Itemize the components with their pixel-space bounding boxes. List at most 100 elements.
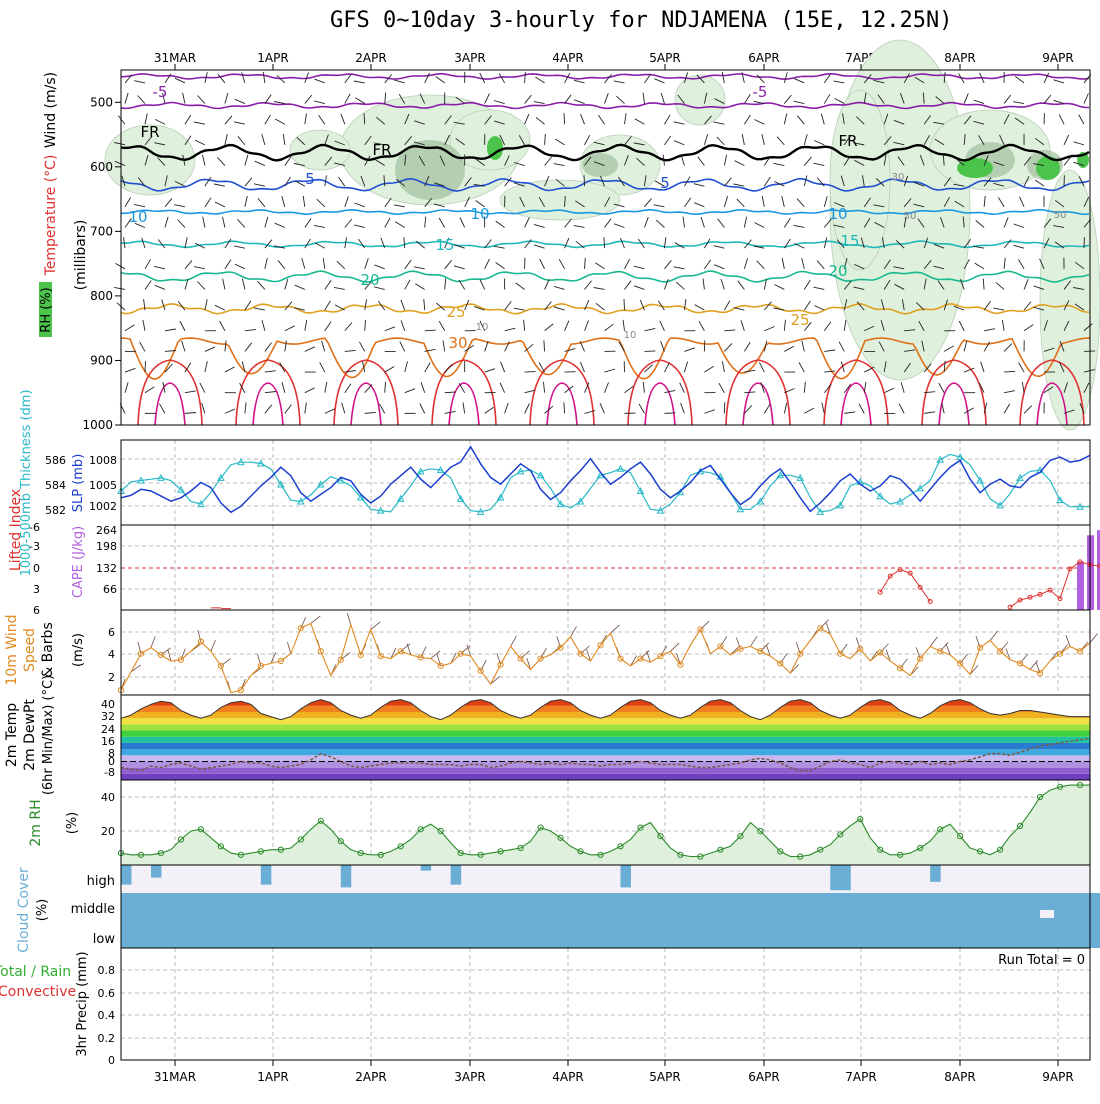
date-label-bottom: 5APR bbox=[649, 1070, 680, 1084]
cloud-cell bbox=[820, 921, 830, 948]
cloud-cell bbox=[780, 893, 790, 921]
wind-barb bbox=[534, 224, 545, 227]
wind-barb bbox=[254, 308, 265, 310]
wind-barb bbox=[984, 196, 985, 207]
wind-barb bbox=[540, 259, 545, 269]
wind-barb bbox=[314, 225, 325, 227]
wind-barb bbox=[676, 282, 684, 289]
ylabel-total-rain: Total / Rain bbox=[0, 964, 71, 980]
wind-barb bbox=[797, 116, 804, 125]
ylabel-rh: RH (%) bbox=[39, 287, 54, 332]
cloud-cell bbox=[601, 921, 611, 948]
wind-barb bbox=[614, 81, 625, 83]
wind-barb bbox=[454, 266, 465, 269]
wind-barb bbox=[1004, 258, 1005, 269]
cloud-cell bbox=[121, 893, 131, 921]
cloud-cell bbox=[461, 893, 471, 921]
cloud-cell bbox=[950, 921, 960, 948]
temp-bands bbox=[121, 693, 1090, 780]
cloud-cell bbox=[890, 893, 900, 921]
cloud-cell bbox=[141, 893, 151, 921]
contour-label: 15 bbox=[840, 232, 859, 250]
contour-label: 15 bbox=[435, 236, 454, 254]
cloud-cell bbox=[561, 921, 571, 948]
cloud-cell bbox=[930, 865, 940, 882]
wind-barb bbox=[1004, 344, 1012, 352]
temp-contour-40 bbox=[449, 383, 479, 425]
ytick-label: 32 bbox=[101, 710, 115, 723]
cloud-cell bbox=[1050, 921, 1060, 948]
cloud-cell bbox=[990, 893, 1000, 921]
wind-barb bbox=[480, 280, 485, 290]
wind-barb bbox=[535, 77, 544, 83]
wind-barb bbox=[325, 409, 335, 414]
li-tick: -6 bbox=[29, 521, 40, 534]
cloud-cell bbox=[461, 921, 471, 948]
cloud-cell bbox=[311, 893, 321, 921]
wind-barb bbox=[664, 390, 675, 392]
cloud-cell bbox=[620, 865, 630, 887]
wind-barb bbox=[425, 217, 426, 228]
rh-area bbox=[1040, 170, 1100, 430]
wind-barb bbox=[784, 72, 787, 83]
ytick-label: 4 bbox=[108, 648, 115, 661]
wind-barb bbox=[115, 263, 125, 268]
cape-tick: 198 bbox=[96, 540, 117, 553]
date-label-top: 9APR bbox=[1042, 51, 1073, 65]
contour-label: 50 bbox=[904, 211, 917, 222]
wind-barb bbox=[814, 141, 824, 145]
wind-barb bbox=[834, 81, 845, 83]
cloud-cell bbox=[491, 921, 501, 948]
wind-barb bbox=[619, 342, 624, 352]
wind-barb bbox=[285, 326, 295, 331]
ylabel-rh-pct: (%) bbox=[65, 812, 80, 835]
wind-barb bbox=[514, 308, 525, 310]
wind-barb bbox=[714, 246, 725, 248]
wind-speed-line bbox=[121, 623, 1090, 692]
cloud-cell bbox=[381, 893, 391, 921]
wind-barb bbox=[445, 392, 456, 393]
wind-barb bbox=[485, 369, 495, 372]
cloud-cell bbox=[191, 921, 201, 948]
wind-barb bbox=[494, 101, 505, 104]
wind-barb bbox=[125, 382, 128, 393]
cloud-cell bbox=[730, 921, 740, 948]
date-label-bottom: 6APR bbox=[748, 1070, 779, 1084]
li-tick: -3 bbox=[29, 540, 40, 553]
cloud-cell bbox=[930, 893, 940, 921]
ylabel-cloud: Cloud Cover bbox=[16, 867, 32, 953]
cloud-cell bbox=[910, 921, 920, 948]
cloud-cell bbox=[730, 893, 740, 921]
cloud-cell bbox=[920, 893, 930, 921]
wind-barb bbox=[616, 96, 624, 103]
wind-barb bbox=[342, 403, 345, 414]
ylabel-rh2m: 2m RH bbox=[28, 799, 44, 846]
ytick-label-left: 586 bbox=[45, 454, 66, 467]
cloud-cell bbox=[471, 893, 481, 921]
wind-barb bbox=[436, 77, 445, 83]
cloud-cell bbox=[271, 893, 281, 921]
ylabel-dewpt: 2m DewPt bbox=[22, 699, 38, 771]
wind-barb bbox=[205, 347, 215, 351]
wind-barb bbox=[596, 303, 605, 310]
wind-barb bbox=[214, 184, 225, 186]
wind-barb-10m bbox=[760, 643, 769, 651]
wind-barb-10m bbox=[780, 654, 787, 664]
cloud-cell bbox=[321, 921, 331, 948]
cloud-cell bbox=[950, 893, 960, 921]
wind-barb bbox=[425, 363, 431, 373]
cloud-cell bbox=[1060, 921, 1070, 948]
cloud-cell bbox=[1030, 893, 1040, 921]
wind-barb bbox=[804, 301, 810, 310]
wind-barb-10m bbox=[287, 642, 290, 654]
cloud-cell bbox=[241, 921, 251, 948]
wind-barb bbox=[385, 367, 394, 373]
wind-barb bbox=[125, 368, 135, 372]
wind-barb bbox=[265, 217, 268, 228]
cloud-cell bbox=[990, 921, 1000, 948]
wind-barb bbox=[445, 364, 453, 372]
wind-barb bbox=[1024, 406, 1032, 414]
cloud-cell bbox=[331, 893, 341, 921]
wind-barb bbox=[694, 184, 705, 186]
wind-barb bbox=[275, 119, 285, 124]
